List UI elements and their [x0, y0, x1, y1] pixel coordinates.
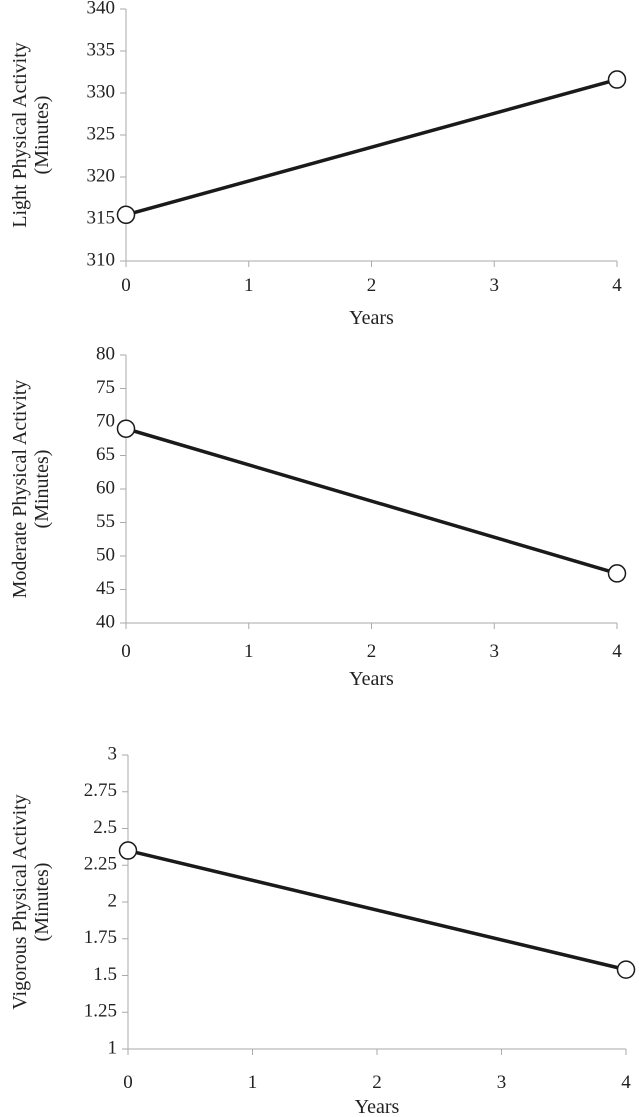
y-tick-label: 1.75	[84, 927, 117, 948]
y-tick-label: 50	[96, 544, 115, 565]
y-tick-label: 1.25	[84, 1001, 117, 1022]
series-line	[125, 77, 618, 217]
data-point-marker	[616, 960, 636, 979]
data-point-marker	[607, 70, 627, 89]
x-tick-label: 0	[123, 1072, 133, 1093]
x-tick-label: 0	[121, 275, 131, 296]
x-tick-label: 1	[244, 275, 254, 296]
y-tick-label: 335	[87, 39, 116, 60]
x-tick-label: 3	[490, 641, 500, 662]
x-tick-label: 4	[612, 641, 622, 662]
series-line	[127, 848, 627, 972]
x-axis-title: Years	[349, 668, 394, 690]
y-axis-title-line2: (Minutes)	[31, 450, 53, 529]
y-tick-label: 1.5	[93, 964, 117, 985]
y-tick-label: 1	[108, 1037, 118, 1058]
x-tick-label: 3	[490, 275, 500, 296]
x-tick-label: 4	[621, 1072, 631, 1093]
y-axis-title-line1: Moderate Physical Activity	[9, 380, 31, 599]
y-tick-label: 80	[96, 343, 115, 364]
y-axis-title-line1: Light Physical Activity	[9, 42, 31, 228]
y-tick-label: 65	[96, 444, 115, 465]
y-tick-label: 320	[87, 165, 116, 186]
y-tick-label: 60	[96, 477, 115, 498]
data-point-marker	[116, 205, 136, 225]
x-axis-title: Years	[349, 307, 394, 329]
y-tick-label: 315	[87, 207, 116, 228]
y-axis-title-line1: Vigorous Physical Activity	[9, 794, 31, 1009]
x-tick-label: 4	[612, 275, 622, 296]
y-tick-label: 45	[96, 578, 115, 599]
y-tick-label: 340	[87, 0, 116, 18]
y-tick-label: 310	[87, 249, 116, 270]
y-tick-label: 2.75	[84, 780, 117, 801]
chart-moderate-activity: 40 45 50 55 60 65 70 75 80 0 1 2 3 4 Years Moderate Phy…	[9, 343, 627, 690]
data-point-marker	[118, 841, 138, 860]
x-tick-label: 3	[497, 1072, 507, 1093]
y-axis-title: Moderate Physical Activity(Minutes)	[9, 380, 53, 599]
y-tick-label: 70	[96, 410, 115, 431]
y-axis-title: Vigorous Physical Activity(Minutes)	[9, 794, 53, 1009]
chart-light-activity: 310 315 320 325 330 335 340 0 1 2 3 4 Years Light Phy…	[9, 0, 627, 329]
y-tick-label: 330	[87, 81, 116, 102]
x-tick-label: 2	[367, 275, 377, 296]
series-line	[125, 427, 618, 576]
x-tick-label: 2	[372, 1072, 382, 1093]
y-tick-label: 2	[108, 890, 118, 911]
x-tick-label: 2	[367, 641, 377, 662]
y-axis-title-line2: (Minutes)	[31, 96, 53, 175]
y-axis-title: Light Physical Activity(Minutes)	[9, 42, 53, 228]
y-axis-title-line2: (Minutes)	[31, 863, 53, 942]
y-tick-label: 3	[108, 743, 118, 764]
y-tick-label: 2.25	[84, 854, 117, 875]
y-tick-label: 2.5	[93, 817, 117, 838]
y-tick-label: 325	[87, 123, 116, 144]
data-point-marker	[607, 564, 627, 583]
x-tick-label: 1	[248, 1072, 258, 1093]
x-tick-label: 0	[121, 641, 131, 662]
y-tick-label: 40	[96, 611, 115, 632]
data-point-marker	[116, 419, 136, 438]
x-tick-label: 1	[244, 641, 254, 662]
y-tick-label: 55	[96, 511, 115, 532]
y-tick-label: 75	[96, 377, 115, 398]
x-axis-title: Years	[355, 1096, 400, 1117]
